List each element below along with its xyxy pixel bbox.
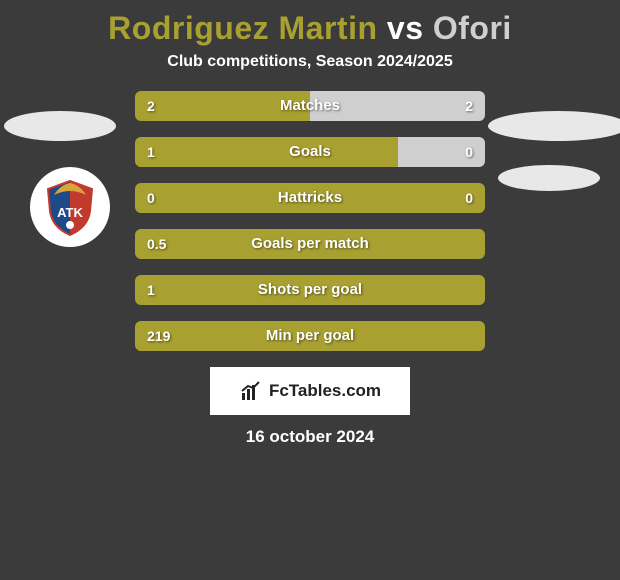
- stat-bar: [135, 91, 485, 121]
- stat-bar: [135, 183, 485, 213]
- stat-bar-left: [135, 91, 310, 121]
- stat-bar: [135, 137, 485, 167]
- stat-row: 219Min per goal: [135, 321, 485, 351]
- stat-bar: [135, 275, 485, 305]
- page-title: Rodriguez Martin vs Ofori: [0, 0, 620, 53]
- stat-value-left: 1: [147, 275, 155, 305]
- title-right: Ofori: [433, 10, 512, 46]
- stat-row: 00Hattricks: [135, 183, 485, 213]
- title-vs: vs: [378, 10, 433, 46]
- subtitle: Club competitions, Season 2024/2025: [0, 53, 620, 91]
- stat-bar-right: [310, 91, 485, 121]
- stat-value-left: 2: [147, 91, 155, 121]
- stat-row: 0.5Goals per match: [135, 229, 485, 259]
- title-left: Rodriguez Martin: [108, 10, 377, 46]
- chart-icon: [239, 379, 263, 403]
- decoration-ellipse-right-top: [488, 111, 620, 141]
- shield-icon: ATK: [40, 177, 100, 237]
- stat-row: 1Shots per goal: [135, 275, 485, 305]
- stat-value-left: 0.5: [147, 229, 166, 259]
- svg-text:ATK: ATK: [57, 205, 83, 220]
- stat-bar-left: [135, 183, 485, 213]
- stat-bar-left: [135, 321, 485, 351]
- logo-text: FcTables.com: [269, 381, 381, 401]
- stat-value-left: 219: [147, 321, 170, 351]
- stat-bar: [135, 229, 485, 259]
- footer-date: 16 october 2024: [0, 427, 620, 447]
- stat-bar: [135, 321, 485, 351]
- stat-row: 10Goals: [135, 137, 485, 167]
- stat-value-left: 0: [147, 183, 155, 213]
- stat-bar-left: [135, 275, 485, 305]
- stat-row: 22Matches: [135, 91, 485, 121]
- source-logo: FcTables.com: [210, 367, 410, 415]
- stats-area: ATK 22Matches10Goals00Hattricks0.5Goals …: [0, 91, 620, 351]
- stat-value-right: 0: [465, 183, 473, 213]
- decoration-ellipse-right-mid: [498, 165, 600, 191]
- stat-value-right: 2: [465, 91, 473, 121]
- team-badge: ATK: [30, 167, 110, 247]
- stat-value-left: 1: [147, 137, 155, 167]
- decoration-ellipse-left: [4, 111, 116, 141]
- stat-bar-left: [135, 137, 398, 167]
- stat-value-right: 0: [465, 137, 473, 167]
- stat-bar-left: [135, 229, 485, 259]
